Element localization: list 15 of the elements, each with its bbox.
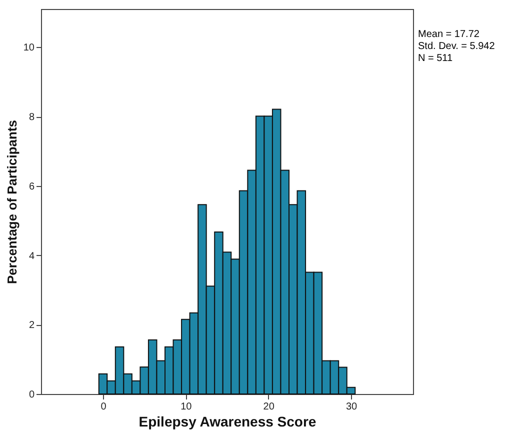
y-tick-label: 0 <box>28 390 35 400</box>
text: Std. Dev. = 5.942 <box>418 41 496 52</box>
y-tick-label: 10 <box>23 42 35 54</box>
y-tick-label: 6 <box>28 181 35 192</box>
text: N = 511 <box>418 53 453 64</box>
x-tick-label: 0 <box>100 402 107 412</box>
text: Mean = 17.72 <box>418 29 480 40</box>
y-tick-label: 2 <box>28 320 35 332</box>
y-tick-label: 8 <box>28 112 35 124</box>
y-axis-title: Percentage of Participants <box>4 120 20 284</box>
x-tick-label: 10 <box>180 402 192 412</box>
x-tick-label: 30 <box>346 402 358 412</box>
y-tick-label: 4 <box>28 250 35 262</box>
x-axis-title: Epilepsy Awareness Score <box>138 414 316 430</box>
x-tick-label: 20 <box>263 402 275 412</box>
